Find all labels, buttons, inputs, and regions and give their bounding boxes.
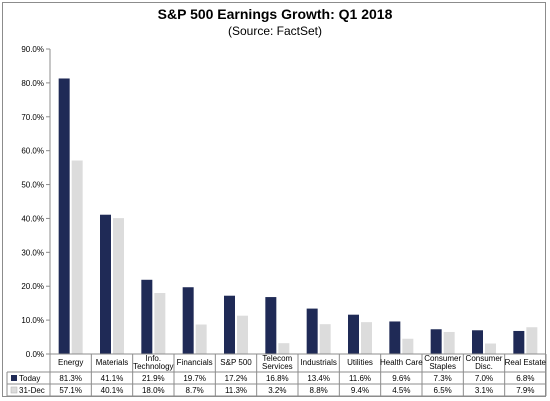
bar-31-dec <box>485 343 496 354</box>
bar-today <box>513 330 525 354</box>
bar-today <box>182 287 194 354</box>
category-label: Telecom <box>262 354 292 363</box>
legend-swatch <box>10 386 18 394</box>
category-label: Staples <box>429 362 456 371</box>
y-tick-label: 50.0% <box>21 181 44 190</box>
category-label: Info. <box>146 354 162 363</box>
data-label: 9.6% <box>392 374 410 383</box>
bar-31-dec <box>361 322 372 354</box>
data-label: 21.9% <box>142 374 165 383</box>
category-label: Financials <box>177 358 213 367</box>
category-label: Technology <box>133 362 173 371</box>
bar-31-dec <box>71 160 83 354</box>
category-label: Real Estate <box>505 358 547 367</box>
data-label: 19.7% <box>183 374 206 383</box>
data-label: 16.8% <box>266 374 289 383</box>
chart-title: S&P 500 Earnings Growth: Q1 2018 <box>157 6 393 22</box>
legend-swatch <box>11 375 17 381</box>
data-label: 11.3% <box>225 386 247 395</box>
data-label: 18.0% <box>142 386 165 395</box>
data-label: 81.3% <box>59 374 82 383</box>
data-label: 9.4% <box>351 386 369 395</box>
category-label: S&P 500 <box>220 358 252 367</box>
bar-31-dec <box>113 218 124 354</box>
y-tick-label: 10.0% <box>21 316 44 325</box>
data-label: 4.5% <box>392 386 410 395</box>
y-tick-label: 70.0% <box>21 113 44 122</box>
bar-today <box>348 314 359 354</box>
bar-today <box>430 329 442 354</box>
category-label: Utilities <box>347 358 373 367</box>
y-tick-label: 90.0% <box>21 45 44 54</box>
bar-31-dec <box>402 338 414 354</box>
bar-today <box>141 279 153 354</box>
y-tick-label: 30.0% <box>21 248 44 257</box>
data-label: 17.2% <box>225 374 248 383</box>
data-label: 3.1% <box>475 386 493 395</box>
bar-today <box>389 321 401 354</box>
legend-label: 31-Dec <box>19 386 45 395</box>
bar-31-dec <box>526 327 538 354</box>
bar-31-dec <box>319 324 331 354</box>
bar-31-dec <box>154 293 166 354</box>
bar-today <box>306 308 318 354</box>
data-label: 41.1% <box>101 374 124 383</box>
axes: 0.0% 10.0% 20.0% 30.0% 40.0% 50.0% 60.0% 70.0% 8… <box>21 45 51 359</box>
data-label: 7.0% <box>475 374 493 383</box>
bar-31-dec <box>443 331 455 354</box>
legend-label: Today <box>19 374 40 383</box>
y-tick-label: 0.0% <box>26 350 44 359</box>
bar-31-dec <box>278 343 290 354</box>
category-label: Consumer <box>466 354 503 363</box>
data-label: 7.9% <box>516 386 534 395</box>
bar-today <box>472 330 483 354</box>
data-label: 6.5% <box>434 386 452 395</box>
data-label: 7.3% <box>434 374 452 383</box>
bar-31-dec <box>195 324 207 354</box>
category-label: Services <box>262 362 293 371</box>
bar-today <box>265 297 277 354</box>
data-label: 11.6% <box>349 374 371 383</box>
category-label: Materials <box>96 358 128 367</box>
bar-31-dec <box>237 315 248 354</box>
bar-today <box>100 214 111 354</box>
y-tick-label: 40.0% <box>21 214 44 223</box>
category-label: Energy <box>58 358 83 367</box>
data-label: 3.2% <box>268 386 286 395</box>
data-label: 8.8% <box>310 386 328 395</box>
data-table: Energy Materials Info.Technology Financials… <box>6 353 547 397</box>
bars <box>58 78 538 354</box>
y-tick-label: 80.0% <box>21 79 44 88</box>
category-label: Health Care <box>380 358 423 367</box>
data-label: 13.4% <box>307 374 330 383</box>
data-label: 40.1% <box>101 386 124 395</box>
y-tick-label: 60.0% <box>21 147 44 156</box>
category-label: Consumer <box>424 354 461 363</box>
category-label: Industrials <box>300 358 336 367</box>
bar-today <box>58 78 70 354</box>
category-label: Disc. <box>475 362 493 371</box>
bar-today <box>224 295 235 354</box>
chart-subtitle: (Source: FactSet) <box>227 24 323 38</box>
data-label: 57.1% <box>59 386 82 395</box>
y-tick-label: 20.0% <box>21 282 44 291</box>
data-label: 6.8% <box>516 374 534 383</box>
data-label: 8.7% <box>186 386 204 395</box>
